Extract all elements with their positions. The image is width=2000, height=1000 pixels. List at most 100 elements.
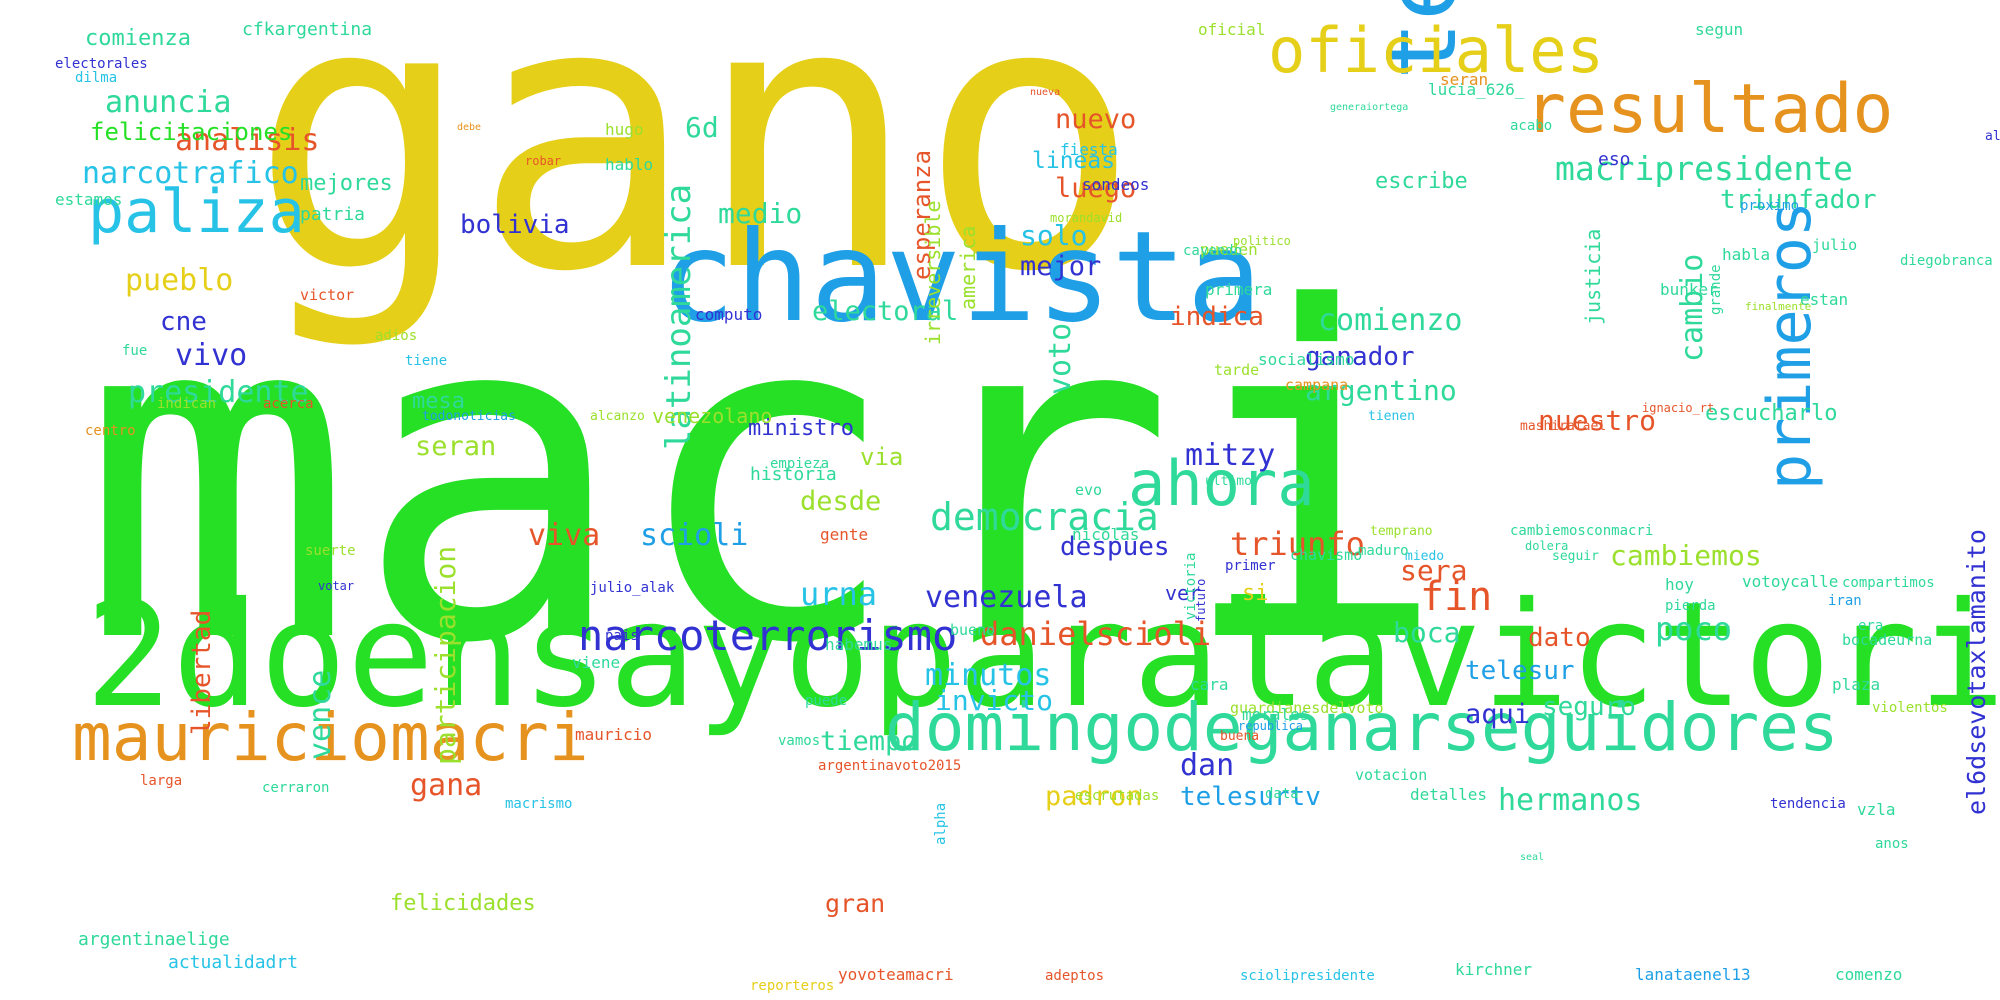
cloud-word: pueblo <box>125 263 233 298</box>
cloud-word: gran <box>825 889 885 918</box>
cloud-word: pueden <box>1200 240 1258 259</box>
cloud-word: detalles <box>1410 785 1487 804</box>
cloud-word: adios <box>375 328 417 344</box>
cloud-word: yovoteamacri <box>838 965 954 984</box>
cloud-word: telesurtv <box>1180 782 1321 812</box>
cloud-word: puede <box>805 693 847 709</box>
cloud-word: campana <box>1285 376 1348 394</box>
cloud-word: alak <box>1985 129 2000 144</box>
cloud-word: vence <box>303 670 338 760</box>
cloud-word: seguir <box>1552 549 1599 564</box>
cloud-word: alpha <box>933 803 949 845</box>
cloud-word: cne <box>160 307 207 337</box>
cloud-word: votar <box>318 579 354 593</box>
cloud-word: larga <box>140 773 182 789</box>
cloud-word: comienzo <box>1318 303 1463 338</box>
cloud-word: hablo <box>605 155 653 174</box>
cloud-word: cambiemos <box>1610 539 1762 572</box>
cloud-word: venezuela <box>925 580 1088 615</box>
cloud-word: dan <box>1180 748 1234 783</box>
cloud-word: estan <box>1800 290 1848 309</box>
cloud-word: data <box>1265 786 1299 802</box>
cloud-word: hugo <box>605 120 644 139</box>
cloud-word: fin <box>1420 574 1492 620</box>
cloud-word: iran <box>1828 593 1862 609</box>
cloud-word: argentinavoto2015 <box>818 758 961 774</box>
cloud-word: felicitaciones <box>90 118 292 146</box>
cloud-word: democracia <box>930 495 1159 539</box>
cloud-word: acabo <box>1510 118 1552 134</box>
cloud-word: votoycalle <box>1742 572 1838 591</box>
cloud-word: grande <box>1708 264 1724 315</box>
cloud-word: paliza <box>88 177 305 247</box>
cloud-word: poco <box>1655 610 1732 648</box>
cloud-word: hoy <box>1665 575 1694 594</box>
cloud-word: macri <box>80 214 1450 743</box>
cloud-word: ignacio_rt <box>1642 401 1714 415</box>
cloud-word: si <box>1242 581 1269 606</box>
cloud-word: narcotrafico <box>82 156 299 191</box>
cloud-word: habla <box>1722 245 1770 264</box>
cloud-word: victor <box>300 286 354 304</box>
cloud-word: danielscioli <box>980 615 1211 653</box>
cloud-word: cerraron <box>262 780 329 796</box>
cloud-word: seran <box>415 431 496 462</box>
cloud-word: primera <box>1205 280 1272 299</box>
cloud-word: via <box>860 443 903 471</box>
cloud-word: america <box>956 226 980 310</box>
cloud-word: indican <box>157 396 216 412</box>
cloud-word: esperanza <box>908 150 936 280</box>
cloud-word: victoria <box>1183 553 1199 620</box>
cloud-word: felicidades <box>390 891 536 916</box>
cloud-word: kirchner <box>1455 960 1532 979</box>
cloud-word: hermanos <box>1498 783 1643 818</box>
cloud-word: oficial <box>1198 20 1265 39</box>
cloud-word: vzla <box>1857 800 1896 819</box>
cloud-word: tiempo <box>820 726 918 757</box>
cloud-word: alcanzo <box>590 409 645 424</box>
cloud-word: adeptos <box>1045 968 1104 984</box>
cloud-word: futuro <box>1194 579 1208 622</box>
cloud-word: buena <box>1220 729 1259 744</box>
cloud-word: mitzy <box>1185 438 1275 473</box>
cloud-word: tarde <box>1214 361 1259 379</box>
cloud-word: plaza <box>1832 675 1880 694</box>
cloud-word: ultimo <box>1205 474 1252 489</box>
cloud-word: lanataenel13 <box>1635 965 1751 984</box>
cloud-word: viva <box>528 518 600 553</box>
cloud-word: socialismo <box>1258 350 1354 369</box>
cloud-word: finalmente <box>1745 300 1811 313</box>
cloud-word: robar <box>525 154 561 168</box>
cloud-word: electoral <box>812 296 958 327</box>
cloud-word: sera <box>1400 554 1467 587</box>
cloud-word: urna <box>800 575 877 613</box>
cloud-word: pais <box>605 628 639 644</box>
cloud-word: indica <box>1170 302 1264 332</box>
cloud-word: generaiortega <box>1330 102 1408 113</box>
cloud-word: 6d <box>685 111 719 144</box>
cloud-word: boca <box>1393 616 1460 649</box>
cloud-word: vamos <box>778 733 820 749</box>
cloud-word: nuestro <box>1538 404 1656 437</box>
cloud-word: proximo <box>1740 198 1799 214</box>
cloud-word: dilma <box>75 70 117 86</box>
cloud-word: cambio <box>1675 254 1710 362</box>
cloud-word: cayendo <box>1183 243 1242 259</box>
cloud-word: lineas <box>1032 148 1115 174</box>
cloud-word: libertad <box>187 610 217 735</box>
cloud-word: nicolas <box>1072 525 1139 544</box>
cloud-word: cara <box>1190 675 1229 694</box>
cloud-word: escrutadas <box>1075 788 1159 804</box>
cloud-word: pierda <box>1665 598 1716 614</box>
cloud-word: triunfo <box>1230 525 1365 563</box>
cloud-word: diegobranca <box>1900 253 1993 269</box>
cloud-word: scioli <box>640 518 748 553</box>
cloud-word: acerca <box>263 396 314 412</box>
cloud-word: voto <box>1043 323 1078 395</box>
cloud-word: violentos <box>1872 700 1948 716</box>
cloud-word: computo <box>695 305 762 324</box>
cloud-word: historia <box>750 464 837 485</box>
cloud-word: vivo <box>175 338 247 373</box>
cloud-word: temblor <box>1365 0 1479 80</box>
